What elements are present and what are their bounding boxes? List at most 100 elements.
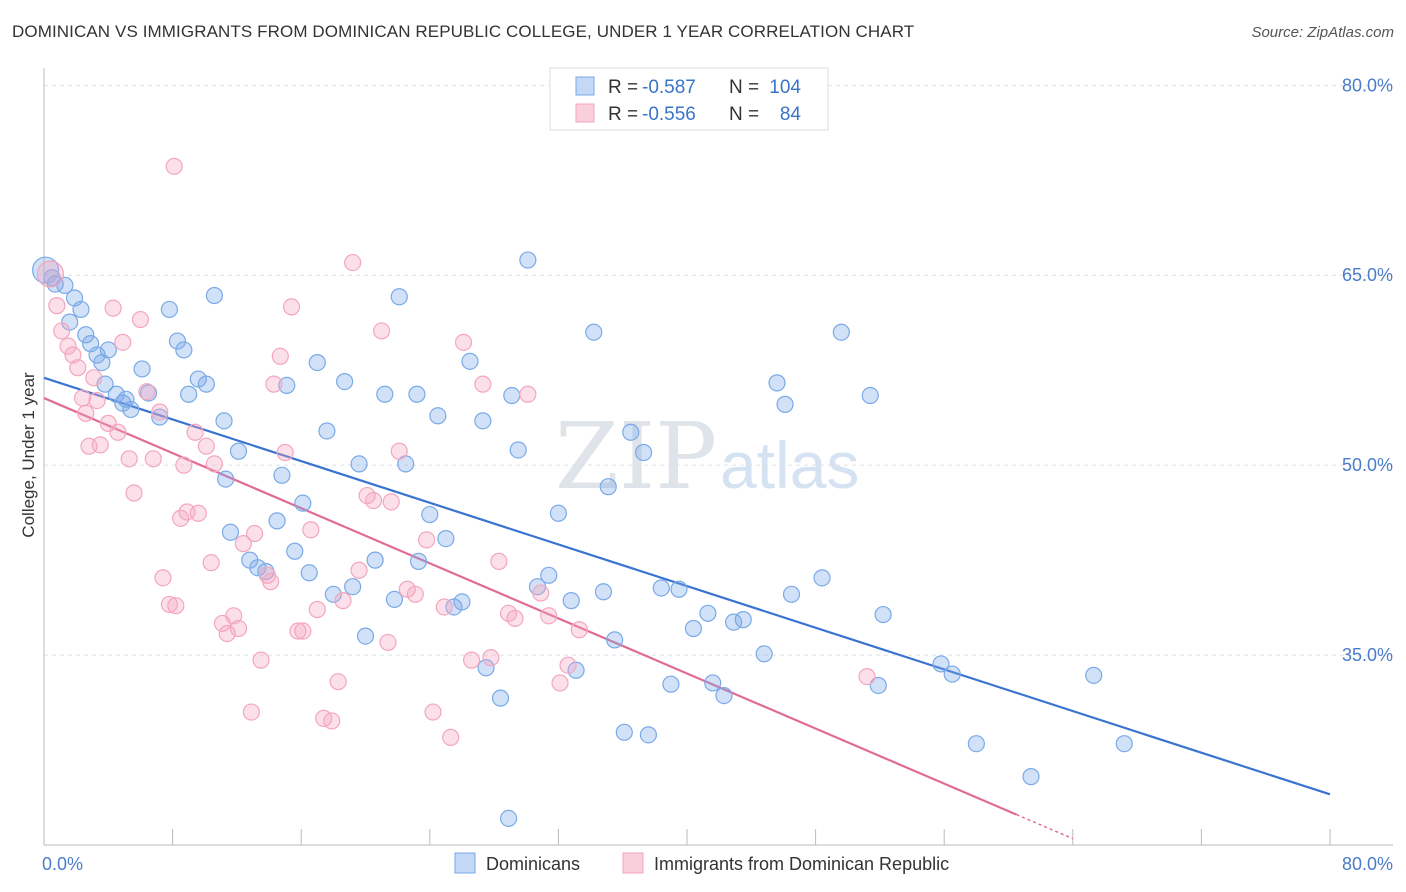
data-point xyxy=(442,728,460,746)
legend-swatch-dominicans xyxy=(575,76,595,96)
data-point xyxy=(477,659,495,677)
data-point xyxy=(234,535,252,553)
data-point xyxy=(1022,768,1040,786)
y-tick-label: 35.0% xyxy=(1342,645,1393,665)
data-point xyxy=(165,157,183,175)
x-tick-label-min: 0.0% xyxy=(42,854,83,874)
data-point xyxy=(289,622,307,640)
data-point xyxy=(364,492,383,510)
data-point xyxy=(218,624,236,643)
data-point xyxy=(622,423,640,441)
data-point xyxy=(160,300,178,319)
data-point xyxy=(372,322,391,340)
data-point xyxy=(151,403,169,421)
data-point xyxy=(734,611,752,629)
data-point xyxy=(72,300,90,319)
legend-n-label-2: N = xyxy=(729,104,759,125)
data-point xyxy=(302,521,320,539)
data-point xyxy=(114,333,132,351)
data-point xyxy=(324,585,342,603)
data-point xyxy=(180,385,198,403)
data-point xyxy=(64,346,82,364)
data-point xyxy=(506,609,524,627)
legend-label-immigrants: Immigrants from Dominican Republic xyxy=(654,854,949,874)
data-point xyxy=(699,604,717,622)
data-point xyxy=(417,531,436,549)
data-point xyxy=(379,633,397,652)
trend-line-0 xyxy=(43,376,1331,796)
data-point xyxy=(1085,666,1103,684)
data-point xyxy=(390,442,408,460)
data-point xyxy=(329,673,347,691)
data-point xyxy=(189,504,207,522)
data-point xyxy=(549,504,568,522)
data-point xyxy=(117,390,135,408)
data-point xyxy=(662,675,680,693)
data-point xyxy=(421,505,439,524)
grid xyxy=(44,84,1393,656)
data-point xyxy=(429,407,447,425)
data-point xyxy=(594,583,613,601)
data-point xyxy=(217,470,235,488)
data-point xyxy=(408,385,426,403)
series-dominicans xyxy=(32,251,1133,828)
series-immigrants xyxy=(36,157,876,746)
legend-r-label-2: R = xyxy=(608,104,638,125)
data-point xyxy=(229,442,248,460)
data-point xyxy=(245,524,264,543)
data-point xyxy=(382,493,400,511)
data-point xyxy=(48,297,66,315)
y-tick-label: 80.0% xyxy=(1342,75,1393,95)
chart-title: DOMINICAN VS IMMIGRANTS FROM DOMINICAN R… xyxy=(12,22,915,41)
data-point xyxy=(276,443,294,462)
data-point xyxy=(144,450,162,468)
data-point xyxy=(215,412,233,430)
data-point xyxy=(109,423,127,441)
legend-n-value-1: 104 xyxy=(769,77,801,98)
data-point xyxy=(519,385,537,403)
data-point xyxy=(615,723,633,741)
data-point xyxy=(474,412,492,430)
data-point xyxy=(776,395,794,413)
data-point xyxy=(229,619,248,638)
legend-r-value-1: -0.587 xyxy=(642,77,696,98)
data-point xyxy=(85,369,103,387)
data-point xyxy=(639,726,658,744)
data-point xyxy=(286,542,304,560)
data-point xyxy=(1115,735,1133,753)
legend-label-dominicans: Dominicans xyxy=(486,854,580,874)
data-point xyxy=(606,631,624,649)
data-point xyxy=(167,597,185,615)
data-point xyxy=(684,619,703,638)
data-point xyxy=(273,466,291,484)
y-tick-labels: 80.0% 65.0% 50.0% 35.0% xyxy=(1342,75,1393,665)
data-point xyxy=(540,607,558,625)
data-point xyxy=(599,478,617,496)
data-point xyxy=(782,585,801,603)
data-point xyxy=(519,251,537,269)
data-point xyxy=(252,651,270,669)
data-point xyxy=(120,450,138,468)
data-point xyxy=(562,592,580,610)
legend-n-value-2: 84 xyxy=(780,104,802,125)
data-point xyxy=(69,359,87,377)
scatter-points xyxy=(32,157,1133,828)
data-point xyxy=(168,332,187,350)
data-point xyxy=(491,689,510,707)
data-point xyxy=(268,512,286,530)
y-tick-label: 65.0% xyxy=(1342,265,1393,285)
data-point xyxy=(294,494,312,512)
data-point xyxy=(73,389,92,407)
data-point xyxy=(77,404,95,422)
data-point xyxy=(151,408,169,426)
y-tick-label: 50.0% xyxy=(1342,455,1393,475)
source-credit: Source: ZipAtlas.com xyxy=(1251,24,1394,41)
legend-n-label-1: N = xyxy=(729,77,759,98)
data-point xyxy=(715,686,733,705)
data-point xyxy=(53,322,71,340)
data-point xyxy=(125,484,143,502)
data-point xyxy=(634,443,653,462)
data-point xyxy=(356,627,375,645)
data-point xyxy=(385,590,404,608)
